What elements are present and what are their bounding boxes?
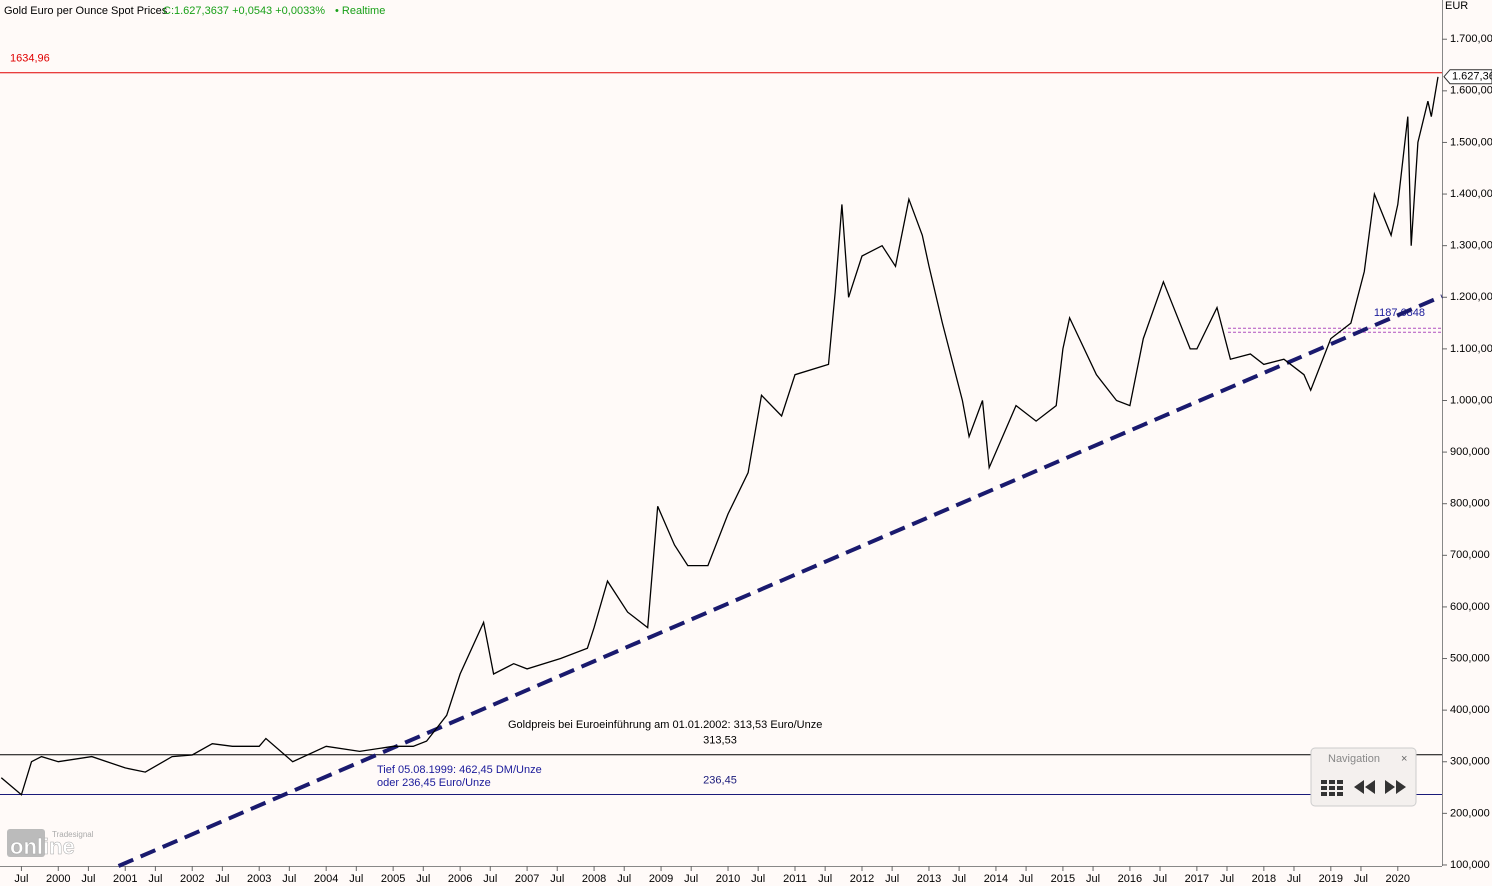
x-tick-label: Jul <box>952 873 966 885</box>
y-tick-label: 600,000 <box>1450 601 1490 613</box>
x-tick-label: 2013 <box>917 873 941 885</box>
x-tick-label: Jul <box>550 873 564 885</box>
level-label: 1634,96 <box>10 53 50 65</box>
x-tick-label: 2005 <box>381 873 405 885</box>
y-tick-label: 1.200,000 <box>1450 291 1492 303</box>
x-tick-label: Jul <box>483 873 497 885</box>
y-tick-label: 1.100,000 <box>1450 343 1492 355</box>
chart-title: Gold Euro per Ounce Spot Prices <box>4 5 168 17</box>
y-tick-label: 100,000 <box>1450 859 1490 871</box>
close-button[interactable]: × <box>1401 753 1407 765</box>
x-tick-label: 2001 <box>113 873 137 885</box>
logo-name: online <box>10 834 75 859</box>
navigation-panel: Navigation × <box>1310 747 1417 807</box>
x-tick-label: 2015 <box>1051 873 1075 885</box>
x-tick-label: Jul <box>282 873 296 885</box>
x-tick-label: 2004 <box>314 873 338 885</box>
y-tick-label: 200,000 <box>1450 807 1490 819</box>
x-tick-label: Jul <box>1019 873 1033 885</box>
y-tick-label: 700,000 <box>1450 549 1490 561</box>
x-tick-label: Jul <box>349 873 363 885</box>
y-tick-label: 400,000 <box>1450 704 1490 716</box>
y-tick-label: 1.500,000 <box>1450 136 1492 148</box>
annotation: oder 236,45 Euro/Unze <box>377 777 491 789</box>
y-tick-label: 500,000 <box>1450 652 1490 664</box>
x-tick-label: Jul <box>1220 873 1234 885</box>
x-tick-label: 2017 <box>1185 873 1209 885</box>
x-tick-label: 2006 <box>448 873 472 885</box>
y-tick-label: 1.700,000 <box>1450 33 1492 45</box>
trendline <box>117 294 1443 868</box>
x-tick-label: 2014 <box>984 873 1008 885</box>
level-label: 236,45 <box>703 774 737 786</box>
price-line <box>0 76 1439 796</box>
x-tick-label: Jul <box>148 873 162 885</box>
x-tick-label: Jul <box>885 873 899 885</box>
x-tick-label: 2012 <box>850 873 874 885</box>
x-tick-label: 2000 <box>46 873 70 885</box>
last-price-marker <box>1443 69 1492 85</box>
x-tick-label: 2008 <box>582 873 606 885</box>
x-tick-label: 2003 <box>247 873 271 885</box>
x-tick-label: 2016 <box>1118 873 1142 885</box>
panel-title: Navigation <box>1328 753 1380 765</box>
last-price-label: 1.627,36 <box>1452 71 1492 83</box>
x-tick-label: 2010 <box>716 873 740 885</box>
forward-button[interactable] <box>1385 780 1406 794</box>
x-tick-label: Jul <box>617 873 631 885</box>
y-tick-label: 1.000,000 <box>1450 394 1492 406</box>
x-tick-label: Jul <box>1086 873 1100 885</box>
y-tick-label: 900,000 <box>1450 446 1490 458</box>
logo-box <box>7 829 45 857</box>
x-tick-label: 2007 <box>515 873 539 885</box>
status: • Realtime <box>335 5 385 17</box>
x-tick-label: Jul <box>14 873 28 885</box>
level-label: 313,53 <box>703 735 737 747</box>
annotation: Tief 05.08.1999: 462,45 DM/Unze <box>377 764 542 776</box>
y-tick-label: 1.400,000 <box>1450 188 1492 200</box>
x-tick-label: Jul <box>1354 873 1368 885</box>
x-tick-label: Jul <box>81 873 95 885</box>
logo-brand: Tradesignal <box>52 830 94 839</box>
x-tick-label: 2020 <box>1386 873 1410 885</box>
grid-icon[interactable] <box>1321 780 1343 796</box>
x-tick-label: Jul <box>416 873 430 885</box>
x-tick-label: 2009 <box>649 873 673 885</box>
x-tick-label: Jul <box>215 873 229 885</box>
annotation: Goldpreis bei Euroeinführung am 01.01.20… <box>508 719 822 731</box>
y-unit: EUR <box>1445 0 1468 12</box>
y-tick-label: 300,000 <box>1450 756 1490 768</box>
quote: C:1.627,3637 +0,0543 +0,0033% <box>163 5 325 17</box>
panel <box>1310 747 1417 807</box>
x-tick-label: Jul <box>818 873 832 885</box>
y-tick-label: 800,000 <box>1450 498 1490 510</box>
x-tick-label: Jul <box>751 873 765 885</box>
y-tick-label: 1.300,000 <box>1450 240 1492 252</box>
back-button[interactable] <box>1354 780 1375 794</box>
x-tick-label: Jul <box>1287 873 1301 885</box>
logo: Tradesignal online <box>7 829 94 859</box>
x-tick-label: Jul <box>684 873 698 885</box>
x-tick-label: 2011 <box>783 873 807 885</box>
x-tick-label: Jul <box>1153 873 1167 885</box>
x-tick-label: 2018 <box>1252 873 1276 885</box>
x-tick-label: 2019 <box>1319 873 1343 885</box>
y-tick-label: 1.600,000 <box>1450 85 1492 97</box>
x-tick-label: 2002 <box>180 873 204 885</box>
